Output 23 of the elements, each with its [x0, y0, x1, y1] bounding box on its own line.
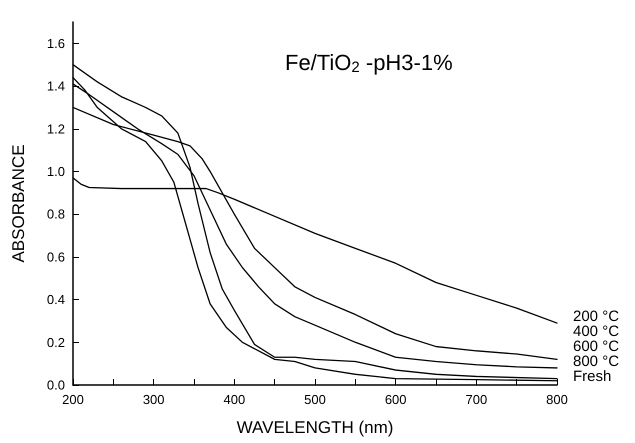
x-tick-label: 300 — [142, 392, 165, 407]
x-tick-label: 200 — [62, 392, 84, 407]
x-tick-label: 700 — [465, 392, 488, 407]
series-label: Fresh — [573, 368, 612, 386]
x-tick-label: 400 — [223, 392, 246, 407]
y-tick-label: 1.6 — [46, 36, 65, 51]
y-axis-title: ABSORBANCE — [9, 144, 28, 263]
x-axis-title: WAVELENGTH (nm) — [236, 418, 394, 437]
series-label: 400 °C — [573, 323, 620, 340]
y-tick-label: 0.0 — [46, 378, 65, 392]
y-tick-label: 1.0 — [46, 164, 65, 179]
y-tick-label: 1.4 — [46, 78, 65, 94]
series-label: 800 °C — [573, 353, 620, 370]
y-tick-label: 0.8 — [46, 206, 65, 222]
y-tick-label: 0.2 — [46, 334, 65, 350]
x-tick-label: 800 — [546, 392, 568, 407]
y-tick-label: 0.6 — [46, 249, 65, 264]
series-label: 600 °C — [573, 338, 620, 356]
y-tick-label: 1.2 — [46, 121, 65, 136]
x-tick-label: 600 — [384, 392, 407, 407]
series-label: 200 °C — [573, 308, 620, 326]
x-tick-label: 500 — [304, 392, 326, 407]
y-tick-label: 0.4 — [46, 292, 65, 308]
